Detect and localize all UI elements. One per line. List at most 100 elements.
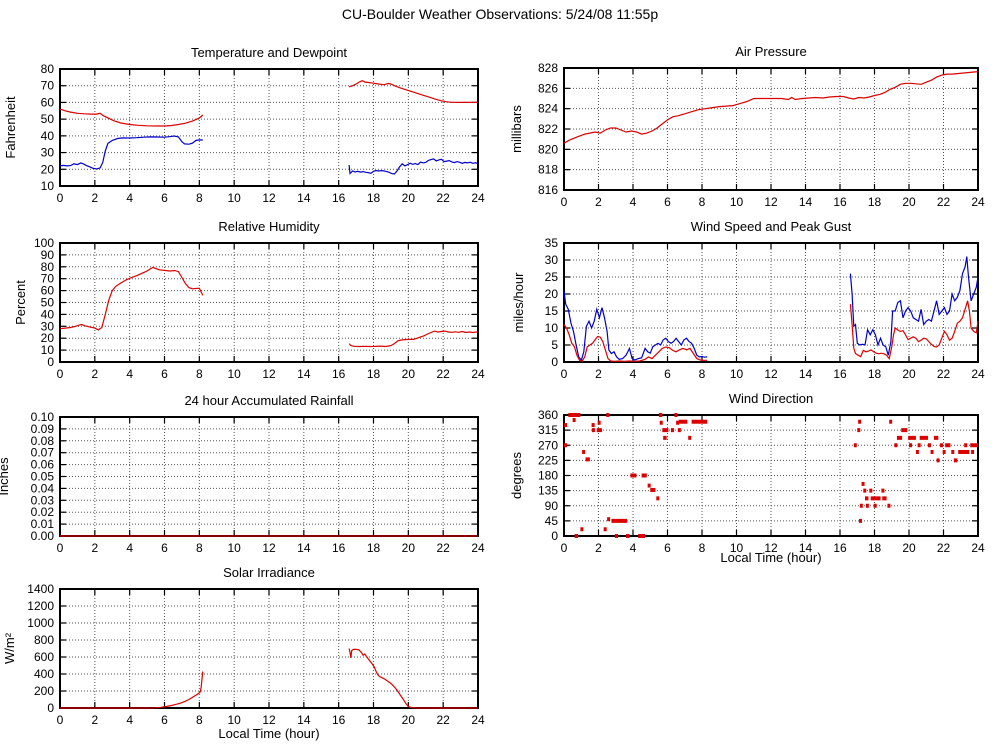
air-pressure-line bbox=[563, 71, 979, 144]
x-tick-label: 16 bbox=[833, 367, 847, 381]
y-tick-label: 30 bbox=[41, 146, 55, 160]
chart-title: Temperature and Dewpoint bbox=[191, 45, 347, 60]
x-tick-label: 8 bbox=[699, 367, 706, 381]
x-tick-label: 14 bbox=[799, 195, 813, 209]
x-tick-label: 18 bbox=[367, 191, 381, 205]
x-tick-label: 14 bbox=[297, 367, 311, 381]
x-tick-label: 0 bbox=[57, 541, 64, 555]
x-tick-label: 20 bbox=[902, 541, 916, 555]
y-tick-label: 40 bbox=[41, 129, 55, 143]
x-tick-label: 10 bbox=[730, 195, 744, 209]
peak-gust-line bbox=[563, 290, 708, 362]
x-tick-label: 16 bbox=[332, 367, 346, 381]
y-tick-label: 0.10 bbox=[31, 410, 55, 424]
y-tick-label: 80 bbox=[41, 62, 55, 76]
x-tick-label: 6 bbox=[161, 713, 168, 727]
dewpoint-line bbox=[59, 135, 203, 170]
y-tick-label: 0.01 bbox=[31, 517, 55, 531]
x-tick-label: 2 bbox=[91, 191, 98, 205]
x-tick-label: 20 bbox=[902, 367, 916, 381]
y-tick-label: 315 bbox=[538, 423, 558, 437]
chart-relative-humidity: Relative Humidity Percent 0 2 4 6 8 10 12 14 16 1… bbox=[13, 219, 485, 381]
y-tick-label: 70 bbox=[41, 272, 55, 286]
y-tick-label: 360 bbox=[538, 408, 558, 422]
x-tick-label: 22 bbox=[937, 195, 951, 209]
x-tick-label: 10 bbox=[730, 541, 744, 555]
x-tick-label: 6 bbox=[161, 367, 168, 381]
solar-irradiance-line bbox=[348, 648, 478, 709]
y-tick-label: 816 bbox=[538, 183, 558, 197]
x-tick-label: 20 bbox=[402, 191, 416, 205]
chart-title: Solar Irradiance bbox=[223, 565, 315, 580]
x-tick-label: 14 bbox=[297, 191, 311, 205]
y-tick-label: 0.09 bbox=[31, 422, 55, 436]
x-tick-label: 2 bbox=[91, 367, 98, 381]
x-tick-label: 4 bbox=[630, 541, 637, 555]
y-tick-label: 0.08 bbox=[31, 434, 55, 448]
x-tick-label: 4 bbox=[126, 191, 133, 205]
relative-humidity-line bbox=[59, 266, 204, 331]
x-tick-label: 6 bbox=[161, 191, 168, 205]
x-tick-label: 4 bbox=[630, 195, 637, 209]
x-tick-label: 24 bbox=[971, 195, 985, 209]
x-tick-label: 4 bbox=[126, 713, 133, 727]
x-tick-label: 18 bbox=[868, 367, 882, 381]
y-tick-label: 30 bbox=[41, 319, 55, 333]
y-tick-label: 200 bbox=[34, 684, 54, 698]
rainfall-plot-area: 0 2 4 6 8 10 12 14 16 18 20 22 240.000.010.020.030.0… bbox=[31, 410, 485, 555]
x-tick-label: 14 bbox=[297, 713, 311, 727]
x-tick-label: 24 bbox=[471, 541, 485, 555]
x-tick-label: 14 bbox=[799, 367, 813, 381]
winddir-plot-area: 0 2 4 6 8 10 12 14 16 18 20 22 240459013518022527031… bbox=[538, 408, 985, 555]
y-tick-label: 45 bbox=[545, 514, 559, 528]
x-tick-label: 20 bbox=[402, 367, 416, 381]
y-tick-label: 1400 bbox=[27, 582, 54, 596]
x-tick-label: 12 bbox=[764, 541, 778, 555]
y-tick-label: 135 bbox=[538, 484, 558, 498]
y-tick-label: 50 bbox=[41, 296, 55, 310]
y-tick-label: 60 bbox=[41, 95, 55, 109]
x-tick-label: 18 bbox=[367, 713, 381, 727]
y-tick-label: 25 bbox=[545, 270, 559, 284]
x-tick-label: 8 bbox=[196, 191, 203, 205]
x-tick-label: 14 bbox=[297, 541, 311, 555]
x-tick-label: 10 bbox=[730, 367, 744, 381]
y-tick-label: 0.03 bbox=[31, 493, 55, 507]
chart-title: Wind Direction bbox=[729, 391, 814, 406]
x-tick-label: 12 bbox=[262, 541, 276, 555]
x-tick-label: 12 bbox=[764, 195, 778, 209]
chart-title: Wind Speed and Peak Gust bbox=[691, 219, 852, 234]
y-tick-label: 0 bbox=[551, 355, 558, 369]
y-tick-label: 818 bbox=[538, 163, 558, 177]
x-tick-label: 4 bbox=[630, 367, 637, 381]
x-tick-label: 16 bbox=[833, 195, 847, 209]
y-tick-label: 1000 bbox=[27, 616, 54, 630]
y-tick-label: 0 bbox=[551, 529, 558, 543]
x-tick-label: 12 bbox=[262, 191, 276, 205]
y-tick-label: 80 bbox=[41, 260, 55, 274]
y-axis-label: Percent bbox=[13, 280, 28, 325]
x-tick-label: 24 bbox=[471, 191, 485, 205]
x-tick-label: 22 bbox=[937, 541, 951, 555]
x-tick-label: 16 bbox=[332, 191, 346, 205]
x-tick-label: 24 bbox=[471, 713, 485, 727]
y-tick-label: 0 bbox=[47, 701, 54, 715]
x-tick-label: 2 bbox=[595, 195, 602, 209]
x-tick-label: 22 bbox=[436, 367, 450, 381]
x-tick-label: 10 bbox=[227, 191, 241, 205]
x-tick-label: 12 bbox=[764, 367, 778, 381]
y-tick-label: 30 bbox=[545, 253, 559, 267]
y-tick-label: 50 bbox=[41, 112, 55, 126]
x-tick-label: 10 bbox=[227, 713, 241, 727]
y-tick-label: 20 bbox=[545, 287, 559, 301]
x-tick-label: 0 bbox=[57, 191, 64, 205]
x-tick-label: 24 bbox=[471, 367, 485, 381]
x-tick-label: 24 bbox=[971, 541, 985, 555]
y-tick-label: 270 bbox=[538, 438, 558, 452]
x-tick-label: 12 bbox=[262, 367, 276, 381]
y-tick-label: 0.06 bbox=[31, 458, 55, 472]
wind-speed-line bbox=[563, 324, 708, 363]
